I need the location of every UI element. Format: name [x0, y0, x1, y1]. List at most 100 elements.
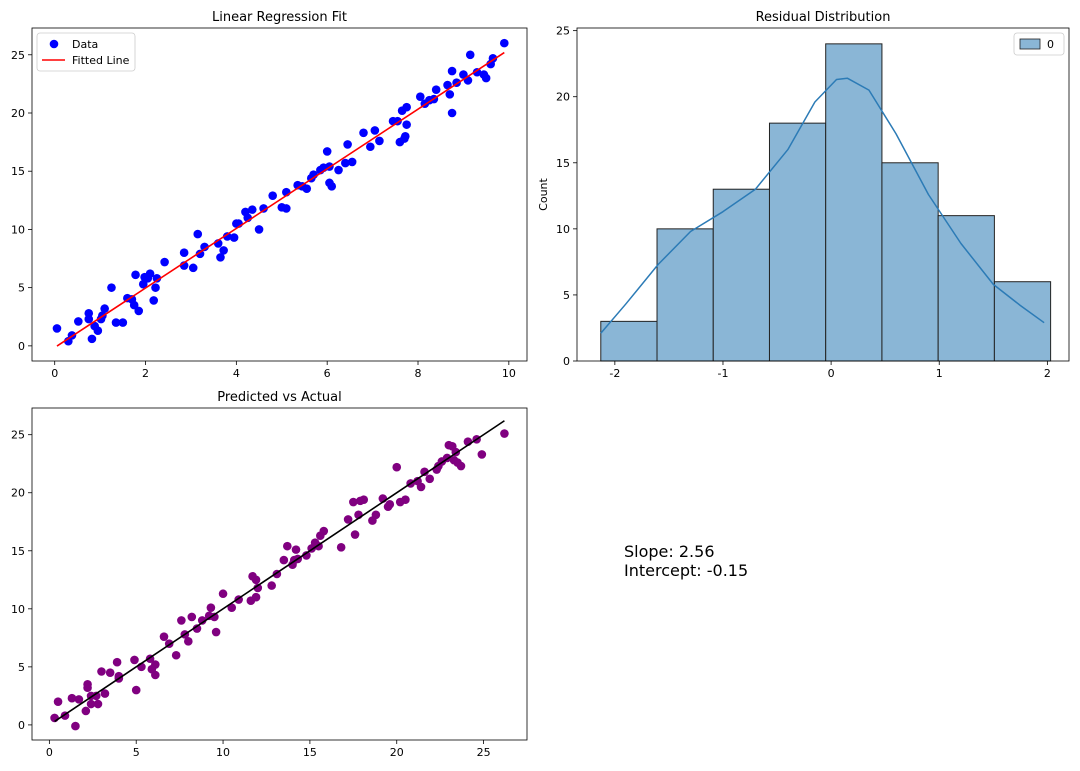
- regression-data-point: [200, 242, 209, 252]
- regression-data-point: [375, 136, 384, 146]
- regression-data-point: [259, 204, 268, 213]
- legend-label-fitted-line: Fitted Line: [72, 54, 130, 67]
- pred-actual-data-point: [197, 616, 207, 625]
- regression-data-point: [87, 334, 97, 344]
- legend-label-series: 0: [1047, 38, 1054, 51]
- regression-data-point: [216, 253, 225, 262]
- regression-data-point: [107, 283, 116, 292]
- pred-actual-data-point: [253, 583, 263, 593]
- histogram-bar: [712, 188, 770, 362]
- pred-actual-data-point: [67, 693, 77, 703]
- residual-distribution-chart: Residual Distribution-2 -1 0 1 20510152025Co…: [537, 10, 1070, 380]
- residual-frame: [576, 27, 1070, 362]
- pred-actual-data-point: [177, 616, 186, 625]
- residual-title: Residual Distribution: [756, 10, 891, 25]
- pred-actual-data-point: [291, 545, 301, 554]
- regression-data-point: [138, 279, 148, 289]
- regression-data-point: [431, 85, 441, 95]
- regression-data-point: [322, 147, 332, 156]
- pred-actual-xtick-label: 5: [133, 746, 140, 759]
- pred-actual-data-point: [105, 668, 115, 677]
- pred-actual-data-point: [251, 592, 261, 602]
- pred-actual-data-point: [184, 637, 193, 646]
- pred-actual-data-point: [210, 612, 219, 622]
- pred-actual-data-point: [319, 526, 329, 536]
- regression-data-point: [459, 70, 468, 79]
- pred-actual-data-point: [218, 589, 228, 599]
- pred-actual-data-point: [211, 627, 221, 637]
- regression-data-point: [341, 158, 350, 168]
- regression-ytick-label: 20: [11, 107, 25, 120]
- regression-data-point: [134, 306, 144, 316]
- regression-ytick-label: 15: [11, 165, 25, 178]
- regression-data-point: [370, 126, 380, 135]
- regression-data-point: [400, 131, 410, 141]
- pred-actual-data-point: [187, 612, 197, 622]
- regression-data-point: [488, 53, 498, 63]
- regression-data-point: [465, 50, 475, 60]
- histogram-bar: [656, 228, 714, 362]
- histogram-bar: [825, 43, 883, 362]
- slope-text: Slope: 2.56: [624, 542, 715, 561]
- residual-ytick-label: 25: [556, 25, 570, 38]
- regression-data-point: [481, 73, 491, 83]
- regression-xtick-label: 0: [51, 367, 58, 380]
- residual-xtick-label: -2: [609, 367, 620, 380]
- pred-actual-data-point: [425, 474, 435, 484]
- pred-actual-data-point: [227, 603, 237, 612]
- residual-legend: 0: [1013, 32, 1065, 56]
- pred-actual-data-point: [71, 721, 80, 731]
- pred-actual-data-point: [371, 510, 381, 520]
- histogram-bar: [881, 162, 939, 362]
- regression-ytick-label: 5: [18, 282, 25, 295]
- identity-line: [54, 420, 505, 723]
- pred-actual-data-point: [53, 697, 63, 706]
- pred-actual-ytick-label: 15: [11, 545, 25, 558]
- pred-actual-data-point: [206, 603, 216, 612]
- histogram-bar: [600, 320, 658, 362]
- regression-data-point: [193, 229, 203, 239]
- residual-ytick-label: 20: [556, 91, 570, 104]
- pred-actual-xtick-label: 15: [303, 746, 317, 759]
- pred-actual-xtick-label: 20: [390, 746, 404, 759]
- regression-xtick-label: 2: [142, 367, 149, 380]
- pred-actual-data-point: [283, 541, 292, 551]
- regression-xtick-label: 4: [233, 367, 240, 380]
- pred-actual-ytick-label: 20: [11, 487, 25, 500]
- regression-data-point: [268, 191, 277, 200]
- pred-actual-data-point: [86, 699, 96, 709]
- regression-data-point: [219, 246, 228, 255]
- regression-data-point: [229, 233, 239, 242]
- pred-actual-data-point: [343, 515, 353, 524]
- kde-curve: [600, 77, 1045, 334]
- regression-data-point: [74, 317, 83, 326]
- regression-title: Linear Regression Fit: [212, 10, 347, 25]
- residual-ytick-label: 15: [556, 157, 570, 170]
- pred-actual-data-point: [100, 689, 110, 698]
- regression-data-point: [415, 92, 425, 101]
- pred-actual-data-point: [416, 482, 426, 492]
- pred-actual-data-point: [456, 461, 466, 471]
- regression-data-point: [151, 283, 160, 292]
- pred-actual-data-point: [279, 555, 289, 565]
- pred-actual-data-point: [93, 699, 103, 709]
- pred-actual-data-point: [171, 650, 181, 660]
- pred-actual-ytick-label: 0: [18, 719, 25, 732]
- pred-actual-data-point: [267, 581, 276, 590]
- pred-actual-data-point: [401, 495, 410, 505]
- pred-actual-data-point: [131, 685, 141, 695]
- regression-data-point: [443, 80, 452, 90]
- regression-data-point: [463, 76, 473, 85]
- pred-actual-data-point: [81, 706, 91, 716]
- regression-data-point: [100, 304, 109, 313]
- pred-actual-data-point: [151, 670, 160, 680]
- pred-actual-data-point: [151, 660, 160, 669]
- regression-data-point: [359, 128, 368, 138]
- residual-xtick-label: -1: [717, 367, 728, 380]
- pred-actual-ytick-label: 5: [18, 661, 25, 674]
- regression-ytick-label: 25: [11, 49, 25, 62]
- pred-actual-data-point: [159, 632, 169, 641]
- pred-actual-data-point: [385, 500, 395, 509]
- pred-actual-ytick-label: 10: [11, 603, 25, 616]
- regression-data-point: [472, 67, 482, 77]
